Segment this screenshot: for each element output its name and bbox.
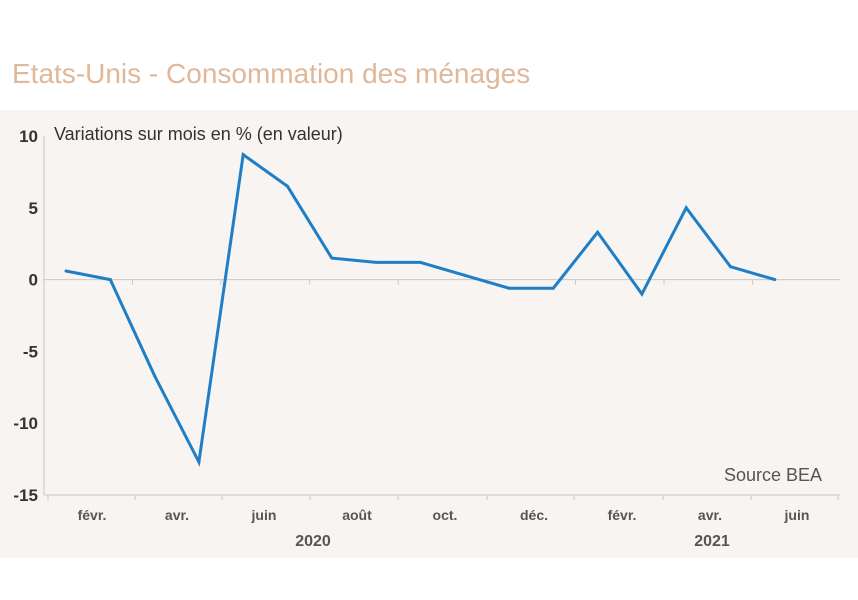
data-point xyxy=(684,206,688,210)
x-tick-label: déc. xyxy=(520,507,548,523)
data-point xyxy=(330,256,334,260)
data-point xyxy=(507,286,511,290)
data-point xyxy=(596,230,600,234)
data-point xyxy=(64,269,68,273)
data-point xyxy=(418,260,422,264)
x-tick-label: août xyxy=(342,507,372,523)
data-point xyxy=(197,460,201,464)
y-tick-label: 0 xyxy=(29,271,38,290)
y-tick-label: -10 xyxy=(13,414,38,433)
data-point xyxy=(153,374,157,378)
data-point xyxy=(551,286,555,290)
x-tick-label: févr. xyxy=(78,507,107,523)
year-label: 2020 xyxy=(295,533,331,550)
y-tick-label: -15 xyxy=(13,486,38,505)
x-tick-label: avr. xyxy=(698,507,722,523)
y-axis-label: Variations sur mois en % (en valeur) xyxy=(54,124,343,144)
y-tick-label: 5 xyxy=(29,199,38,218)
data-point xyxy=(286,184,289,188)
data-point xyxy=(108,278,112,282)
y-tick-label: 10 xyxy=(19,127,38,146)
x-tick-label: févr. xyxy=(608,507,637,523)
series-line xyxy=(65,152,776,467)
chart-panel xyxy=(0,110,858,558)
data-point xyxy=(241,153,245,157)
x-tick-label: juin xyxy=(251,507,277,523)
source-label: Source BEA xyxy=(724,465,822,485)
data-point xyxy=(773,278,777,282)
x-tick-label: juin xyxy=(784,507,810,523)
page-title: Etats-Unis - Consommation des ménages xyxy=(12,58,531,89)
y-tick-label: -5 xyxy=(23,342,38,361)
x-tick-label: oct. xyxy=(433,507,458,523)
data-point xyxy=(729,265,732,269)
data-point xyxy=(640,292,644,296)
data-point xyxy=(463,273,467,277)
x-tick-label: avr. xyxy=(165,507,189,523)
year-label: 2021 xyxy=(694,533,730,550)
data-point xyxy=(374,260,378,264)
